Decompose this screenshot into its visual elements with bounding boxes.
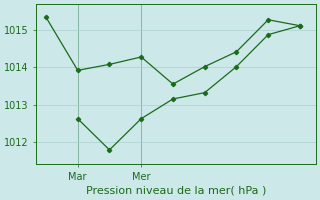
X-axis label: Pression niveau de la mer( hPa ): Pression niveau de la mer( hPa ) (86, 186, 266, 196)
